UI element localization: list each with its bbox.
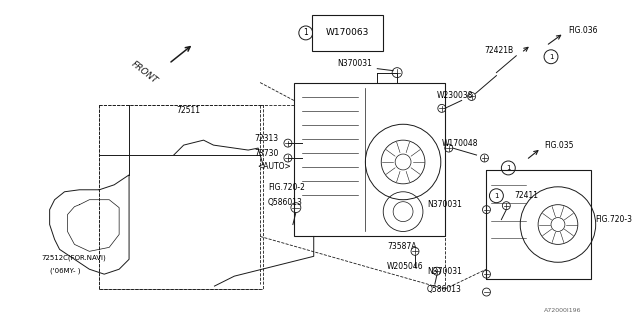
Text: A72000I196: A72000I196 [544, 308, 582, 313]
Text: N370031: N370031 [337, 59, 372, 68]
Text: 73587A: 73587A [387, 242, 417, 251]
Text: 1: 1 [548, 54, 553, 60]
Text: 72512C(FOR.NAVI): 72512C(FOR.NAVI) [42, 254, 106, 260]
Bar [294, 83, 445, 236]
Text: W170063: W170063 [326, 28, 369, 37]
Text: 1: 1 [494, 193, 499, 199]
Text: 72511: 72511 [177, 106, 201, 115]
Text: FIG.720-3: FIG.720-3 [596, 215, 633, 224]
Text: FIG.720-2: FIG.720-2 [268, 183, 305, 192]
Text: 72313: 72313 [254, 134, 278, 143]
Bar [486, 170, 591, 279]
Text: W170048: W170048 [442, 139, 478, 148]
Text: N370031: N370031 [427, 267, 462, 276]
Text: 1: 1 [303, 28, 308, 37]
Text: ('06MY- ): ('06MY- ) [50, 268, 80, 275]
Bar [99, 105, 263, 289]
Text: W230038: W230038 [437, 91, 474, 100]
Text: 73730: 73730 [254, 148, 278, 157]
Text: 72411: 72411 [515, 191, 538, 200]
Text: 1: 1 [506, 165, 511, 171]
Text: FIG.036: FIG.036 [568, 27, 597, 36]
Text: FRONT: FRONT [129, 60, 159, 86]
Text: <AUTO>: <AUTO> [257, 163, 291, 172]
Text: FIG.035: FIG.035 [544, 140, 573, 150]
Text: N370031: N370031 [427, 200, 462, 209]
Text: Q586013: Q586013 [268, 198, 303, 207]
Text: Q586013: Q586013 [427, 284, 462, 293]
Text: 72421B: 72421B [484, 46, 514, 55]
Text: W205046: W205046 [387, 262, 424, 271]
